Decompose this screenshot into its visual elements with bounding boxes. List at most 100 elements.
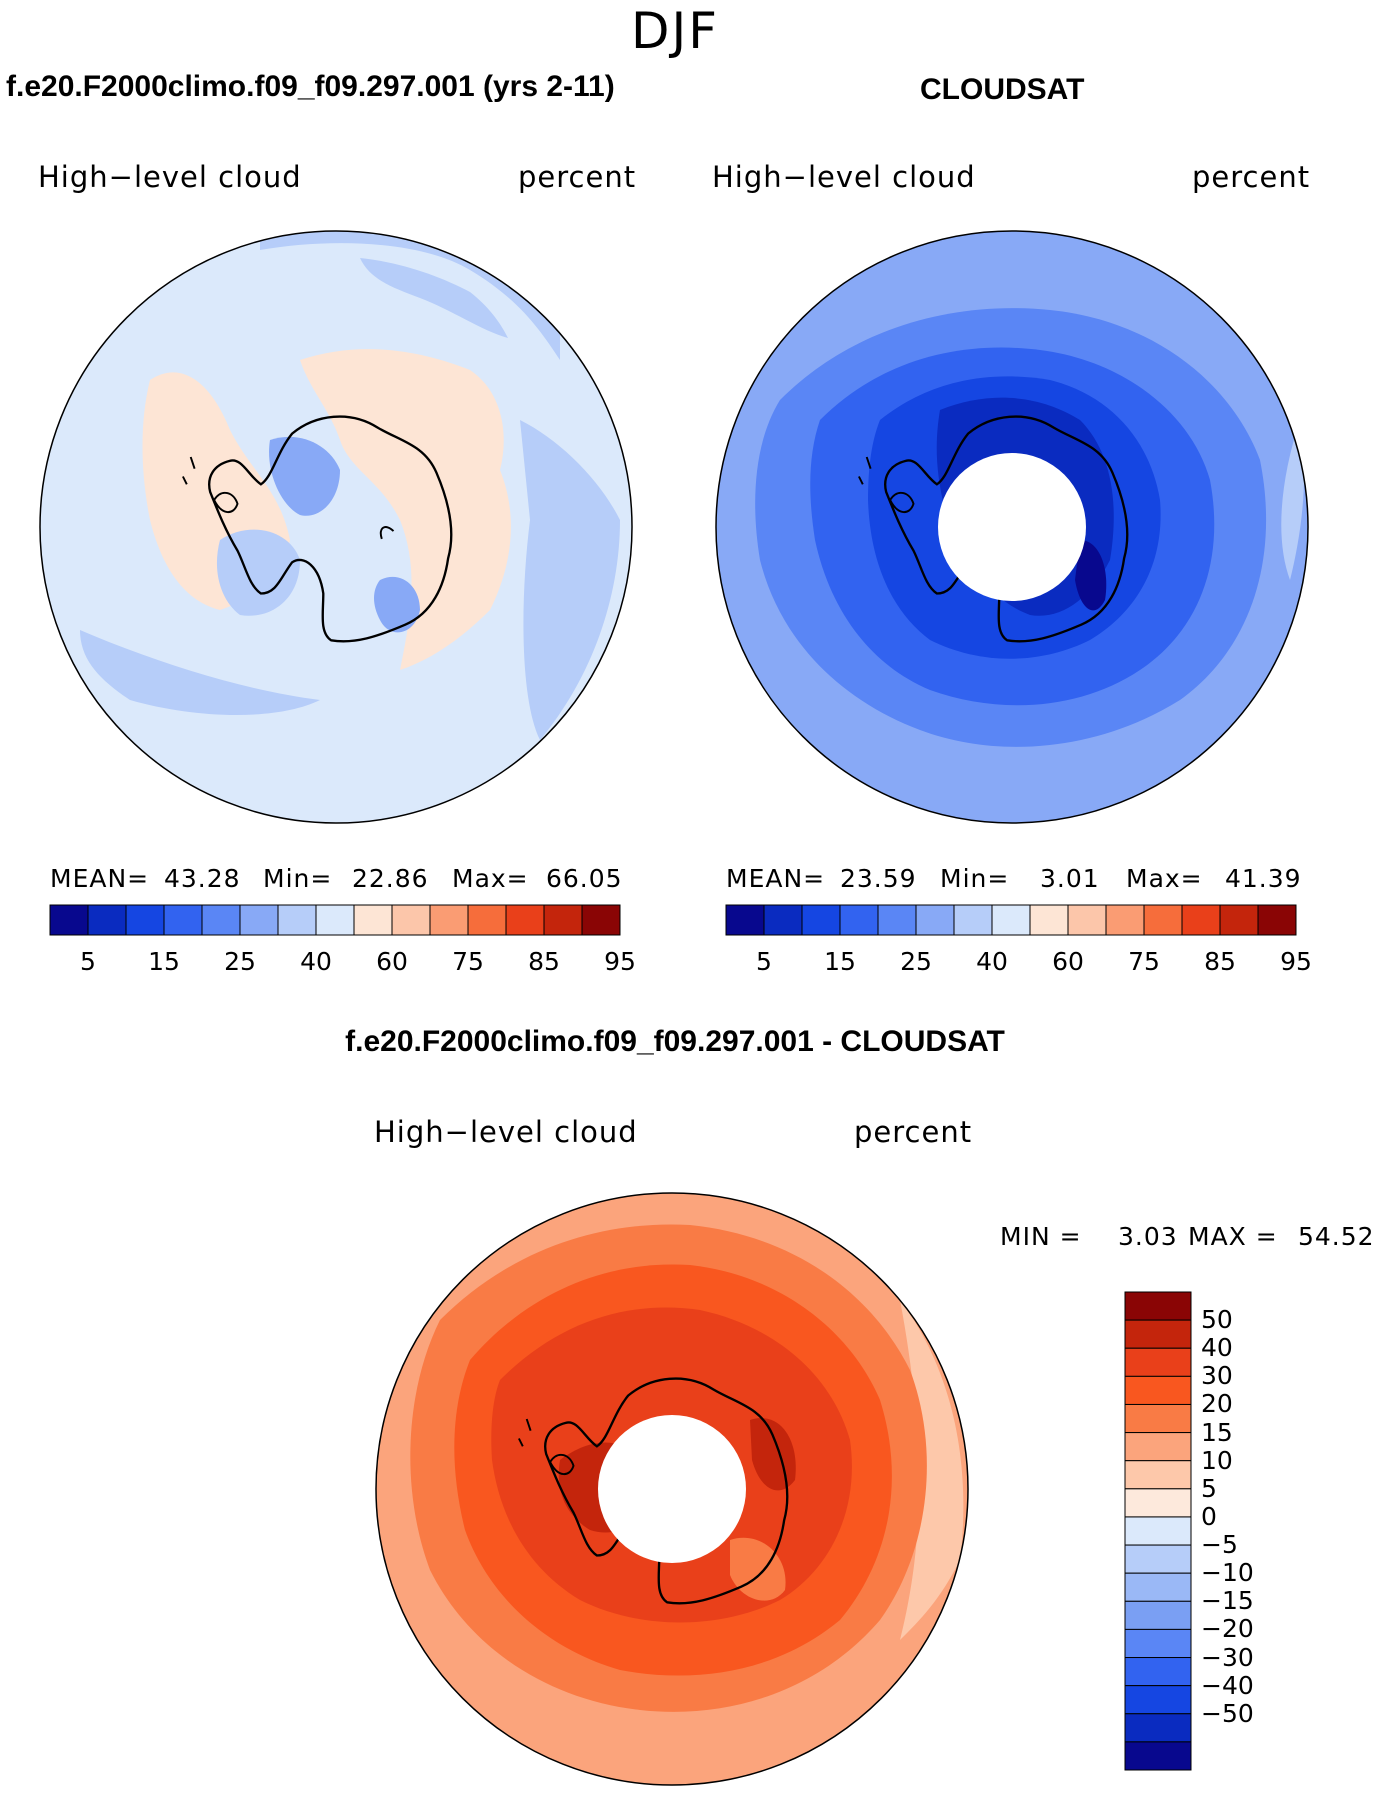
diff-colorbar-tick-label: 40 — [1201, 1333, 1233, 1363]
model-colorbar-tick-label: 5 — [80, 947, 96, 976]
obs-colorbar-swatch — [1181, 904, 1221, 936]
obs-colorbar — [725, 904, 1297, 936]
diff-colorbar-tick-label: −30 — [1201, 1642, 1254, 1672]
diff-colorbar-tick-label: −5 — [1201, 1530, 1238, 1560]
diff-map — [376, 1193, 968, 1785]
model-colorbar-swatch — [467, 904, 507, 936]
model-colorbar-swatch — [315, 904, 355, 936]
diff-colorbar-tick-label: −20 — [1201, 1614, 1254, 1644]
diff-colorbar-swatch — [1124, 1319, 1192, 1349]
model-colorbar-tick-label: 75 — [452, 947, 484, 976]
obs-panel-title: CLOUDSAT — [920, 73, 1085, 106]
diff-colorbar-tick-label: 20 — [1201, 1389, 1233, 1419]
obs-colorbar-tick-label: 15 — [824, 947, 856, 976]
diff-colorbar-swatch — [1124, 1657, 1192, 1687]
model-max-value: 66.05 — [546, 864, 623, 893]
obs-colorbar-swatch — [953, 904, 993, 936]
diff-colorbar-tick-label: 10 — [1201, 1445, 1233, 1475]
diff-colorbar-swatch — [1124, 1460, 1192, 1490]
obs-colorbar-tick-label: 85 — [1204, 947, 1236, 976]
obs-colorbar-swatch — [991, 904, 1031, 936]
model-variable-label: High−level cloud — [38, 160, 302, 194]
diff-colorbar-swatch — [1124, 1628, 1192, 1659]
obs-colorbar-swatch — [1029, 904, 1069, 936]
diff-colorbar-tick-label: −40 — [1201, 1670, 1254, 1700]
model-min-label: Min= — [263, 864, 333, 893]
obs-colorbar-swatch — [1067, 904, 1107, 936]
diff-colorbar-swatch — [1124, 1544, 1192, 1574]
model-colorbar-swatch — [581, 904, 621, 936]
diff-colorbar-swatch — [1124, 1432, 1192, 1462]
model-max-label: Max= — [452, 864, 529, 893]
diff-colorbar-swatch — [1124, 1600, 1192, 1630]
obs-colorbar-swatch — [839, 904, 879, 936]
obs-colorbar-swatch — [1219, 904, 1259, 936]
obs-min-value: 3.01 — [1040, 864, 1100, 893]
diff-variable-label: High−level cloud — [374, 1115, 638, 1149]
diff-min-label: MIN = — [1000, 1222, 1082, 1251]
diff-max-value: 54.52 — [1298, 1222, 1375, 1251]
obs-map — [716, 231, 1308, 823]
diff-colorbar-swatch — [1124, 1516, 1192, 1546]
obs-polar-gap — [938, 453, 1086, 601]
diff-colorbar-tick-label: −15 — [1201, 1586, 1254, 1616]
model-colorbar-tick-label: 25 — [224, 947, 256, 976]
obs-map-boundary — [715, 230, 1309, 824]
diff-colorbar-swatch — [1124, 1375, 1192, 1405]
model-colorbar-swatch — [239, 904, 279, 936]
obs-colorbar-tick-label: 95 — [1280, 947, 1312, 976]
diff-colorbar-tick-label: −10 — [1201, 1558, 1254, 1588]
season-title: DJF — [630, 2, 719, 60]
obs-colorbar-tick-label: 60 — [1052, 947, 1084, 976]
diff-colorbar-tick-label: 0 — [1201, 1501, 1217, 1531]
diff-polar-gap — [598, 1415, 746, 1563]
model-colorbar-swatch — [49, 904, 89, 936]
obs-colorbar-swatch — [915, 904, 955, 936]
model-colorbar-swatch — [87, 904, 127, 936]
diff-colorbar-tick-label: −50 — [1201, 1698, 1254, 1728]
obs-colorbar-swatch — [877, 904, 917, 936]
model-colorbar — [49, 904, 621, 936]
model-min-value: 22.86 — [352, 864, 429, 893]
model-colorbar-tick-label: 15 — [148, 947, 180, 976]
diff-colorbar-swatch — [1124, 1713, 1192, 1743]
obs-min-label: Min= — [940, 864, 1010, 893]
model-colorbar-swatch — [391, 904, 431, 936]
diff-panel-title: f.e20.F2000climo.f09_f09.297.001 - CLOUD… — [345, 1025, 1005, 1058]
model-colorbar-swatch — [163, 904, 203, 936]
model-colorbar-tick-label: 85 — [528, 947, 560, 976]
model-map-boundary — [39, 230, 633, 824]
obs-colorbar-swatch — [1143, 904, 1183, 936]
diff-colorbar-tick-label: 50 — [1201, 1305, 1233, 1335]
model-colorbar-tick-label: 40 — [300, 947, 332, 976]
obs-units-label: percent — [1192, 160, 1311, 194]
model-colorbar-swatch — [353, 904, 393, 936]
obs-colorbar-swatch — [1257, 904, 1297, 936]
diff-colorbar-swatch — [1124, 1685, 1192, 1715]
diff-colorbar-swatch — [1124, 1403, 1192, 1434]
obs-colorbar-tick-label: 25 — [900, 947, 932, 976]
model-colorbar-swatch — [505, 904, 545, 936]
diff-units-label: percent — [854, 1115, 973, 1149]
obs-colorbar-tick-label: 40 — [976, 947, 1008, 976]
diff-colorbar — [1124, 1291, 1192, 1771]
obs-variable-label: High−level cloud — [712, 160, 976, 194]
diff-colorbar-swatch — [1124, 1291, 1192, 1321]
diff-colorbar-tick-label: 15 — [1201, 1417, 1233, 1447]
diff-colorbar-tick-label: 30 — [1201, 1361, 1233, 1391]
diff-min-value: 3.03 — [1118, 1222, 1178, 1251]
obs-mean-value: 23.59 — [840, 864, 917, 893]
model-colorbar-swatch — [543, 904, 583, 936]
diff-colorbar-swatch — [1124, 1572, 1192, 1602]
diff-map-boundary — [375, 1192, 969, 1786]
obs-mean-label: MEAN= — [726, 864, 826, 893]
model-colorbar-swatch — [201, 904, 241, 936]
model-colorbar-swatch — [277, 904, 317, 936]
model-mean-value: 43.28 — [164, 864, 241, 893]
model-map — [40, 231, 632, 823]
model-colorbar-tick-label: 95 — [604, 947, 636, 976]
model-units-label: percent — [518, 160, 637, 194]
obs-colorbar-swatch — [725, 904, 765, 936]
